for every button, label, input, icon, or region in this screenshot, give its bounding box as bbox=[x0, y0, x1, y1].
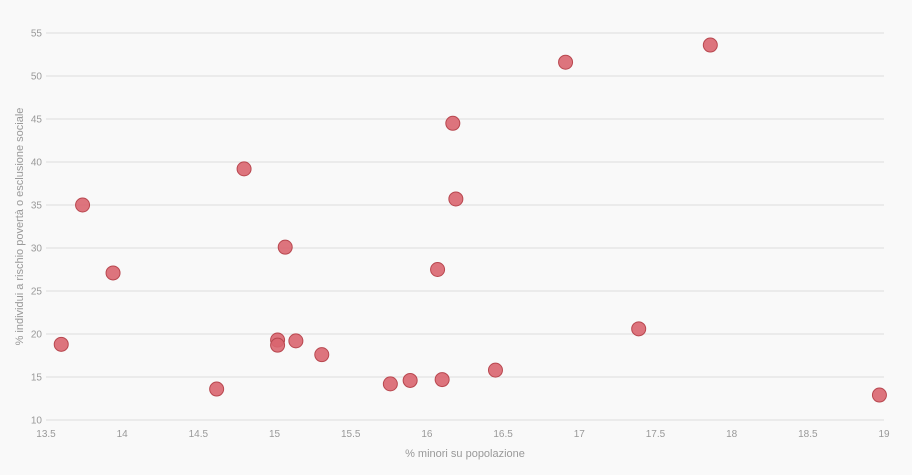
y-tick-label: 40 bbox=[31, 158, 43, 169]
x-tick-label: 17.5 bbox=[646, 429, 666, 440]
data-point[interactable] bbox=[270, 337, 286, 353]
y-tick-label: 50 bbox=[31, 72, 43, 83]
y-tick-label: 15 bbox=[31, 373, 43, 384]
x-axis-ticks: 13.5 14 14.5 15 15.5 16 16.5 17 17.5 18 18.5 19 bbox=[36, 429, 890, 440]
y-tick-label: 20 bbox=[31, 330, 43, 341]
data-point[interactable] bbox=[236, 161, 252, 177]
data-point[interactable] bbox=[445, 115, 461, 131]
data-point[interactable] bbox=[105, 265, 121, 281]
data-point[interactable] bbox=[871, 387, 887, 403]
y-tick-label: 30 bbox=[31, 244, 43, 255]
data-point[interactable] bbox=[277, 239, 293, 255]
x-axis-title: % minori su popolazione bbox=[405, 448, 525, 460]
x-tick-label: 15.5 bbox=[341, 429, 361, 440]
data-point[interactable] bbox=[434, 372, 450, 388]
x-tick-label: 19 bbox=[878, 429, 890, 440]
data-point[interactable] bbox=[53, 336, 69, 352]
data-point[interactable] bbox=[430, 262, 446, 277]
grid-layer bbox=[46, 32, 884, 421]
y-tick-label: 10 bbox=[31, 416, 43, 427]
data-points bbox=[53, 37, 887, 403]
data-point[interactable] bbox=[402, 372, 418, 388]
y-tick-label: 45 bbox=[31, 115, 43, 126]
x-tick-label: 18 bbox=[726, 429, 738, 440]
x-tick-label: 13.5 bbox=[36, 429, 56, 440]
x-tick-label: 18.5 bbox=[798, 429, 818, 440]
data-point[interactable] bbox=[314, 347, 330, 363]
data-point[interactable] bbox=[558, 54, 574, 70]
x-tick-label: 14.5 bbox=[189, 429, 209, 440]
y-tick-label: 35 bbox=[31, 201, 43, 212]
data-point[interactable] bbox=[631, 321, 647, 337]
x-tick-label: 16.5 bbox=[493, 429, 513, 440]
data-point[interactable] bbox=[448, 191, 464, 207]
y-axis-title: % individui a rischio povertà o esclusio… bbox=[14, 108, 26, 346]
x-tick-label: 16 bbox=[421, 429, 433, 440]
data-point[interactable] bbox=[487, 362, 503, 378]
y-tick-label: 25 bbox=[31, 287, 43, 298]
data-point[interactable] bbox=[382, 376, 398, 392]
y-tick-label: 55 bbox=[31, 29, 43, 40]
data-point[interactable] bbox=[209, 381, 225, 397]
y-axis-ticks: 10 15 20 25 30 35 40 45 50 55 bbox=[31, 29, 43, 427]
data-point[interactable] bbox=[702, 37, 718, 53]
data-point[interactable] bbox=[75, 197, 91, 213]
x-tick-label: 17 bbox=[574, 429, 586, 440]
x-tick-label: 15 bbox=[269, 429, 281, 440]
x-tick-label: 14 bbox=[117, 429, 129, 440]
data-point[interactable] bbox=[288, 333, 304, 349]
